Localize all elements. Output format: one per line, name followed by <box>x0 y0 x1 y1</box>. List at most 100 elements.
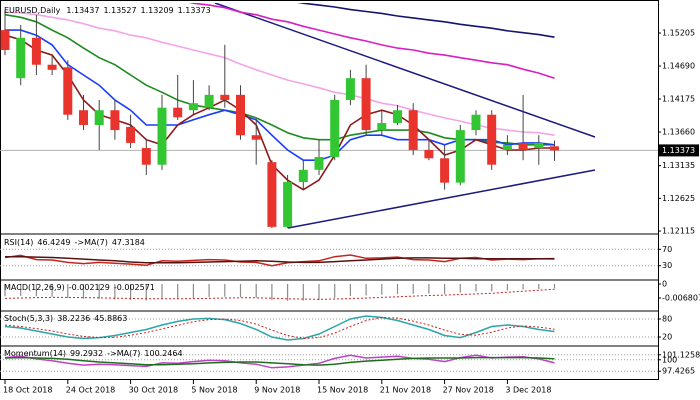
y-tick-label: 80 <box>662 315 672 324</box>
candle-body <box>267 162 277 227</box>
y-tick-label: 1.15205 <box>662 28 695 37</box>
legend-name: ->MA(7) <box>75 238 108 247</box>
candle-body <box>94 110 104 125</box>
indicator-legend: Momentum(14) 99.2932 ->MA(7) 100.2464 <box>4 349 183 358</box>
indicator-legend: RSI(14) 46.4249 ->MA(7) 47.3184 <box>4 238 145 247</box>
legend-value: 45.8863 <box>94 314 127 323</box>
x-tick-label: 24 Oct 2018 <box>66 386 115 395</box>
legend-value: 100.2464 <box>144 349 182 358</box>
legend-name: Momentum(14) <box>4 349 66 358</box>
candle-body <box>298 169 308 183</box>
candle-body <box>330 99 340 158</box>
candle-body <box>283 182 293 227</box>
moving-average <box>188 3 555 79</box>
candle-body <box>173 107 183 118</box>
candle-body <box>47 64 57 70</box>
y-tick-label: 100 <box>662 355 677 364</box>
candle-body <box>220 94 230 100</box>
candle-body <box>502 144 512 150</box>
indicator-legend: Stoch(5,3,3) 38.2236 45.8863 <box>4 314 127 323</box>
candle-body <box>110 110 120 131</box>
x-tick-label: 18 Oct 2018 <box>3 386 52 395</box>
legend-value: -0.002571 <box>114 283 155 292</box>
legend-name: Stoch(5,3,3) <box>4 314 53 323</box>
header-open: 1.13437 <box>66 6 99 15</box>
candle-body <box>16 37 26 79</box>
candle-body <box>440 158 450 183</box>
legend-name: MACD(12,26,9) <box>4 283 65 292</box>
candle-body <box>361 78 371 131</box>
candle-body <box>126 126 136 143</box>
indicator-plot <box>4 354 555 369</box>
y-tick-label: 1.14175 <box>662 95 695 104</box>
frame <box>0 0 659 380</box>
candle-body <box>251 135 261 140</box>
chart-header: EURUSD,Daily 1.13437 1.13527 1.13209 1.13373 <box>4 6 211 15</box>
moving-average <box>297 3 555 38</box>
legend-name: RSI(14) <box>4 238 33 247</box>
x-tick-label: 27 Nov 2018 <box>443 386 494 395</box>
indicator-plot <box>4 254 555 267</box>
candle-body <box>31 37 41 65</box>
candle-body <box>314 157 324 170</box>
y-tick-label: 30 <box>662 261 672 270</box>
candle-body <box>408 110 418 150</box>
indicator-plot <box>4 315 555 341</box>
price-plot <box>0 3 658 229</box>
candle-body <box>204 94 214 108</box>
candle-body <box>188 103 198 111</box>
candle-body <box>157 107 167 165</box>
legend-value: 47.3184 <box>112 238 145 247</box>
candle-body <box>236 94 245 136</box>
symbol-title: EURUSD,Daily <box>4 6 61 15</box>
y-tick-label: 1.12115 <box>662 227 695 236</box>
header-high: 1.13527 <box>103 6 136 15</box>
indicator-line <box>5 255 555 264</box>
x-tick-label: 21 Nov 2018 <box>380 386 431 395</box>
y-tick-label: 1.14690 <box>662 62 695 71</box>
y-tick-label: 1.13135 <box>662 161 695 170</box>
legend-value: 99.2932 <box>70 349 103 358</box>
x-tick-label: 3 Dec 2018 <box>505 386 551 395</box>
candle-body <box>345 78 355 100</box>
indicator-line <box>4 316 555 340</box>
y-tick-label: 20 <box>662 333 672 342</box>
candle-body <box>63 67 73 115</box>
indicator-plot <box>4 283 556 301</box>
x-tick-label: 30 Oct 2018 <box>129 386 178 395</box>
candle-body <box>424 149 434 159</box>
candle-body <box>393 110 402 124</box>
legend-value: 46.4249 <box>37 238 70 247</box>
y-tick-label: 1.13660 <box>662 128 695 137</box>
trendlines <box>214 3 596 229</box>
candle-body <box>518 142 528 150</box>
y-tick-label: 101.1258 <box>662 350 700 359</box>
candle-body <box>79 110 88 125</box>
y-tick-label: -0.006807 <box>662 294 700 303</box>
legend-value: 38.2236 <box>57 314 90 323</box>
trendline <box>287 169 596 229</box>
header-low: 1.13209 <box>141 6 174 15</box>
candle-body <box>471 114 481 131</box>
x-tick-label: 9 Nov 2018 <box>254 386 300 395</box>
candle-body <box>550 146 559 151</box>
candle-body <box>534 142 544 149</box>
y-tick-label: 70 <box>662 245 672 254</box>
candle-body <box>377 123 387 131</box>
candle-body <box>141 148 151 165</box>
moving-average <box>4 11 555 136</box>
current-price-label: 1.13373 <box>662 146 695 155</box>
indicator-legend: MACD(12,26,9) -0.002129 -0.002571 <box>4 283 155 292</box>
current-price-box <box>659 144 699 157</box>
candle-body <box>455 130 465 183</box>
y-tick-label: 97.4265 <box>662 367 695 376</box>
legend-value: -0.002129 <box>69 283 110 292</box>
header-close: 1.13373 <box>178 6 211 15</box>
x-tick-label: 15 Nov 2018 <box>317 386 368 395</box>
y-tick-label: 0 <box>662 279 667 288</box>
x-tick-label: 5 Nov 2018 <box>191 386 237 395</box>
y-tick-label: 1.12625 <box>662 194 695 203</box>
trendline <box>214 3 596 138</box>
